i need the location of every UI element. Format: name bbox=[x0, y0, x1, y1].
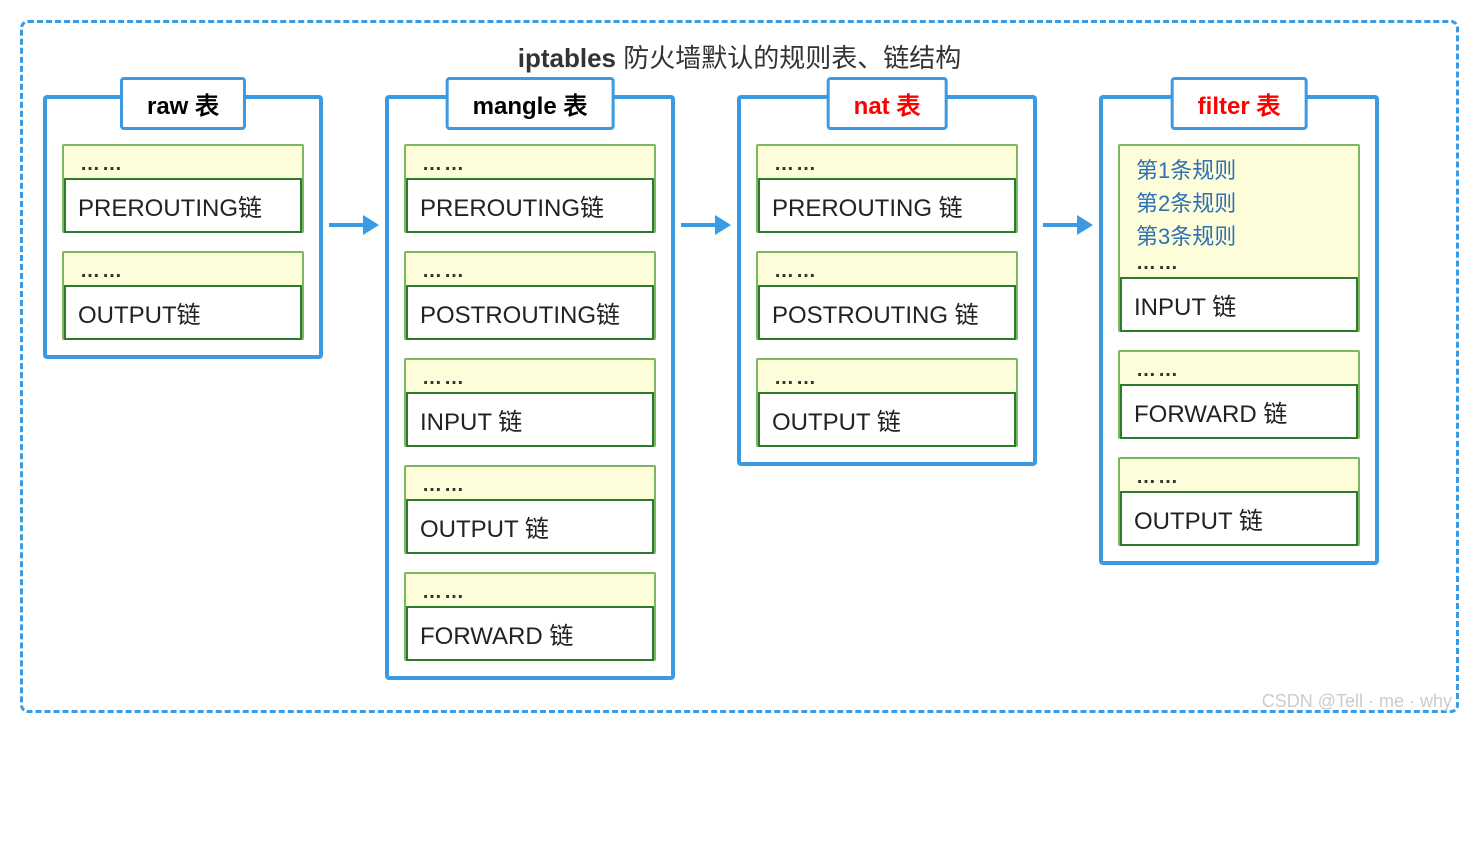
chain-dots: …… bbox=[768, 261, 1006, 281]
title-bold: iptables bbox=[518, 43, 616, 73]
chain-box: …… FORWARD 链 bbox=[1118, 350, 1360, 439]
chain-label: INPUT 链 bbox=[1120, 277, 1358, 332]
chain-label: POSTROUTING链 bbox=[406, 285, 654, 340]
chain-box: …… POSTROUTING链 bbox=[404, 251, 656, 340]
chain-dots: …… bbox=[1130, 360, 1348, 380]
rule-line: 第2条规则 bbox=[1130, 187, 1348, 220]
rule-line: 第3条规则 bbox=[1130, 220, 1348, 253]
rule-line: 第1条规则 bbox=[1130, 154, 1348, 187]
chain-box: …… OUTPUT 链 bbox=[756, 358, 1018, 447]
chain-label: PREROUTING 链 bbox=[758, 178, 1016, 233]
table-header-mangle: mangle 表 bbox=[446, 77, 615, 130]
tables-row: raw 表……PREROUTING链……OUTPUT链mangle 表……PRE… bbox=[43, 95, 1436, 680]
arrow bbox=[1037, 95, 1099, 355]
chain-label: OUTPUT 链 bbox=[406, 499, 654, 554]
chain-box: …… OUTPUT 链 bbox=[1118, 457, 1360, 546]
chain-box: …… FORWARD 链 bbox=[404, 572, 656, 661]
table-raw: raw 表……PREROUTING链……OUTPUT链 bbox=[43, 95, 323, 359]
chain-label: FORWARD 链 bbox=[1120, 384, 1358, 439]
chain-box: 第1条规则第2条规则第3条规则…… INPUT 链 bbox=[1118, 144, 1360, 332]
chain-label: OUTPUT 链 bbox=[758, 392, 1016, 447]
chain-label: OUTPUT链 bbox=[64, 285, 302, 340]
chain-dots: …… bbox=[768, 368, 1006, 388]
chain-dots: …… bbox=[74, 154, 292, 174]
chain-label: OUTPUT 链 bbox=[1120, 491, 1358, 546]
chain-dots: …… bbox=[1130, 253, 1348, 273]
chain-dots: …… bbox=[416, 261, 644, 281]
chain-dots: …… bbox=[416, 154, 644, 174]
chain-dots: …… bbox=[416, 368, 644, 388]
chain-dots: …… bbox=[416, 582, 644, 602]
chain-box: …… OUTPUT链 bbox=[62, 251, 304, 340]
chain-dots: …… bbox=[1130, 467, 1348, 487]
chain-dots: …… bbox=[74, 261, 292, 281]
chain-dots: …… bbox=[768, 154, 1006, 174]
diagram-outer-container: iptables 防火墙默认的规则表、链结构 raw 表 …… PREROUTING… bbox=[20, 20, 1459, 713]
table-header-raw: raw 表 bbox=[120, 77, 246, 130]
title-rest: 防火墙默认的规则表、链结构 bbox=[616, 43, 961, 73]
chain-label: INPUT 链 bbox=[406, 392, 654, 447]
chain-label: POSTROUTING 链 bbox=[758, 285, 1016, 340]
chain-label: PREROUTING链 bbox=[64, 178, 302, 233]
chain-box: …… PREROUTING链 bbox=[404, 144, 656, 233]
watermark: CSDN @Tell · me · why bbox=[1262, 691, 1452, 712]
table-filter: filter 表第1条规则第2条规则第3条规则……INPUT 链……FORWAR… bbox=[1099, 95, 1379, 565]
chain-label: PREROUTING链 bbox=[406, 178, 654, 233]
chain-box: …… PREROUTING链 bbox=[62, 144, 304, 233]
chain-box: …… POSTROUTING 链 bbox=[756, 251, 1018, 340]
table-header-nat: nat 表 bbox=[827, 77, 948, 130]
chain-box: …… OUTPUT 链 bbox=[404, 465, 656, 554]
arrow bbox=[323, 95, 385, 355]
chain-dots: …… bbox=[416, 475, 644, 495]
diagram-title: iptables 防火墙默认的规则表、链结构 bbox=[43, 38, 1436, 75]
chain-label: FORWARD 链 bbox=[406, 606, 654, 661]
arrow bbox=[675, 95, 737, 355]
table-mangle: mangle 表……PREROUTING链……POSTROUTING链……INP… bbox=[385, 95, 675, 680]
table-header-filter: filter 表 bbox=[1171, 77, 1308, 130]
table-nat: nat 表……PREROUTING 链……POSTROUTING 链……OUTP… bbox=[737, 95, 1037, 466]
chain-box: …… INPUT 链 bbox=[404, 358, 656, 447]
chain-box: …… PREROUTING 链 bbox=[756, 144, 1018, 233]
